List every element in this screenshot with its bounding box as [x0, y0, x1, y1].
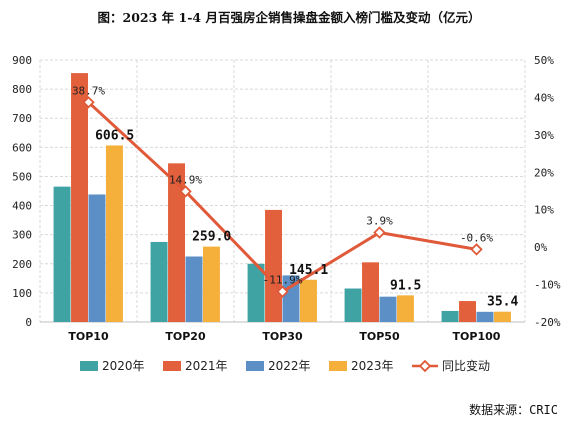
y-tick-label: 200 [12, 258, 32, 271]
bar-value-label: 606.5 [95, 128, 134, 143]
y2-tick-label: -20% [534, 316, 561, 329]
legend-label: 2020年 [102, 359, 145, 373]
y-tick-label: 900 [12, 54, 32, 67]
y-tick-label: 300 [12, 229, 32, 242]
line-point [82, 96, 95, 109]
category-label: TOP30 [262, 330, 303, 343]
y2-tick-label: 40% [534, 91, 554, 104]
y-tick-label: 0 [25, 316, 32, 329]
y-tick-label: 400 [12, 200, 32, 213]
legend-label: 2021年 [185, 359, 228, 373]
bar-value-label: 35.4 [487, 295, 518, 310]
legend-swatch [163, 361, 181, 371]
line-value-label: 14.9% [169, 173, 202, 186]
bar [476, 311, 494, 322]
line-point [276, 285, 289, 298]
line-value-label: -0.6% [460, 231, 493, 244]
line-value-label: 38.7% [72, 84, 105, 97]
line-value-label: 3.9% [366, 215, 393, 228]
bar [459, 301, 476, 322]
bar [71, 73, 88, 322]
bars [53, 73, 511, 322]
legend-label: 2023年 [351, 359, 394, 373]
bar [150, 241, 168, 322]
category-label: TOP50 [359, 330, 400, 343]
line-series: 38.7% 14.9% -11.9% 3.9% -0.6% [72, 84, 493, 298]
bar [265, 209, 282, 322]
y-axis-left: 0 100 200 300 400 500 600 700 800 900 [12, 54, 32, 329]
legend-swatch [329, 361, 347, 371]
legend-label: 2022年 [268, 359, 311, 373]
x-axis: TOP10 TOP20 TOP30 TOP50 TOP100 [68, 330, 500, 343]
line-value-label: -11.9% [263, 274, 303, 287]
y2-tick-label: 0% [534, 241, 548, 254]
legend-swatch [80, 361, 98, 371]
bar [396, 295, 414, 322]
bar [282, 275, 300, 322]
y-tick-label: 100 [12, 287, 32, 300]
legend-line-marker [418, 359, 432, 373]
y2-tick-label: 50% [534, 54, 554, 67]
bar-labels: 606.5 259.0 145.1 91.5 35.4 [95, 128, 518, 309]
bar [202, 246, 220, 322]
bar [344, 288, 362, 322]
category-label: TOP10 [68, 330, 109, 343]
chart-title: 图：2023 年 1-4 月百强房企销售操盘金额入榜门槛及变动（亿元） [98, 10, 481, 25]
bar [53, 186, 71, 322]
bar [105, 145, 123, 322]
bar-value-label: 145.1 [289, 263, 328, 278]
y-tick-label: 500 [12, 170, 32, 183]
y-tick-label: 600 [12, 141, 32, 154]
bar [168, 163, 185, 322]
line-path [87, 101, 477, 294]
source-note: 数据来源：CRIC [469, 402, 558, 417]
line-point [373, 226, 386, 239]
legend-swatch [246, 361, 264, 371]
bar [441, 310, 459, 322]
legend: 2020年 2021年 2022年 2023年 同比变动 [80, 358, 490, 373]
y-tick-label: 800 [12, 83, 32, 96]
category-label: TOP20 [165, 330, 206, 343]
y-axis-right: -20% -10% 0% 10% 20% 30% 40% 50% [534, 54, 561, 329]
y2-tick-label: 10% [534, 204, 554, 217]
bar-value-label: 259.0 [192, 230, 231, 245]
y2-tick-label: -10% [534, 279, 561, 292]
bar [88, 194, 106, 322]
bar-value-label: 91.5 [390, 278, 421, 293]
category-label: TOP100 [453, 330, 501, 343]
bar [379, 296, 397, 322]
bar [299, 279, 317, 322]
y2-tick-label: 30% [534, 129, 554, 142]
bar [362, 262, 379, 322]
bar [493, 311, 511, 322]
y-tick-label: 700 [12, 112, 32, 125]
line-point [470, 243, 483, 256]
bar [247, 263, 265, 322]
y2-tick-label: 20% [534, 166, 554, 179]
bar [185, 256, 203, 322]
line-point [179, 185, 192, 198]
legend-label: 同比变动 [442, 358, 490, 373]
